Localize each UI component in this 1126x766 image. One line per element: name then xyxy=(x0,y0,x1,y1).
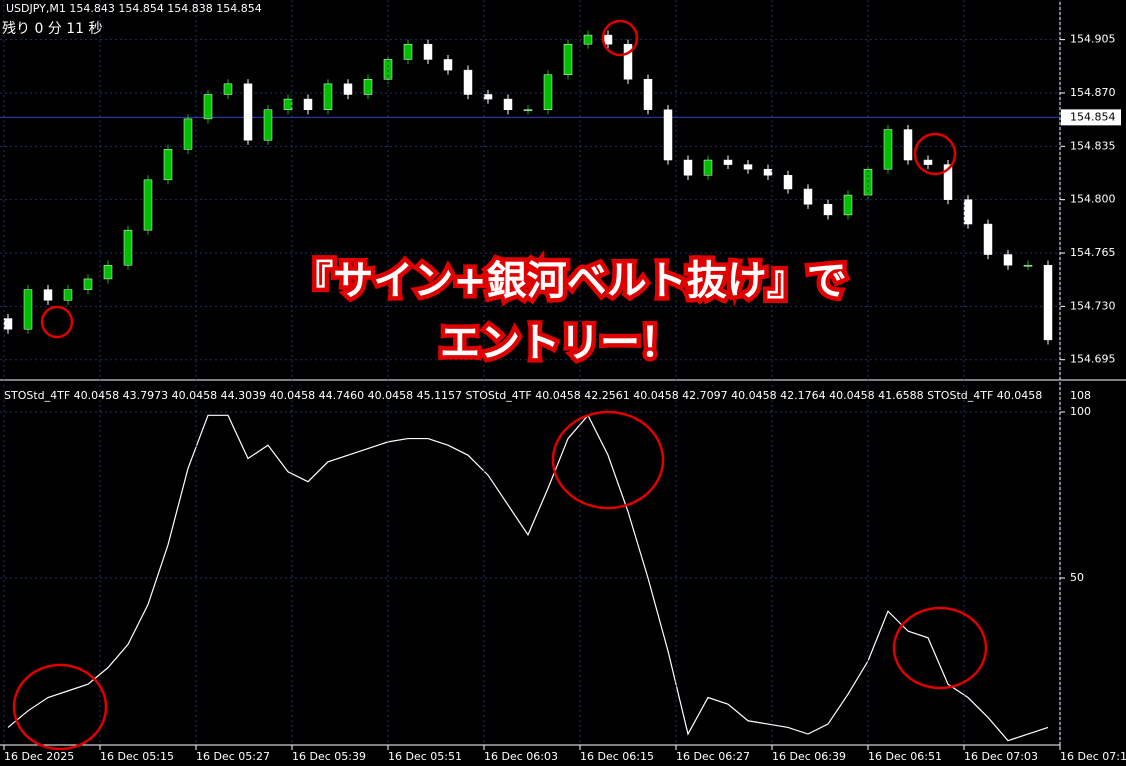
circle xyxy=(601,19,639,57)
chart-title: USDJPY,M1 154.843 154.854 154.838 154.85… xyxy=(6,2,262,15)
candle-body xyxy=(183,118,193,150)
candle-body xyxy=(63,289,73,301)
candle-body xyxy=(323,83,333,110)
candle-body xyxy=(23,289,33,330)
candle-body xyxy=(243,83,253,141)
candle-body xyxy=(263,109,273,141)
candle-body xyxy=(403,43,413,60)
candle-body xyxy=(703,159,713,176)
countdown: 残り 0 分 11 秒 xyxy=(2,21,103,37)
y-tick-label: 154.730 xyxy=(1070,299,1116,312)
annotation: エントリー！ xyxy=(440,320,680,366)
candle-body xyxy=(643,79,653,110)
candle-body xyxy=(563,43,573,75)
x-tick-label: 16 Dec 07:15 xyxy=(1060,750,1126,763)
y-tick-label: 154.695 xyxy=(1070,353,1116,366)
y-tick-label: 154.870 xyxy=(1070,86,1116,99)
candle-body xyxy=(3,318,13,330)
candle-body xyxy=(423,43,433,60)
candle-body xyxy=(623,43,633,80)
candle-body xyxy=(883,129,893,170)
candle-body xyxy=(83,278,93,290)
candle-body xyxy=(603,34,613,45)
x-tick-label: 16 Dec 06:03 xyxy=(484,750,558,763)
candle-body xyxy=(483,94,493,100)
y-tick-label: 100 xyxy=(1070,405,1091,418)
candle-body xyxy=(963,199,973,225)
x-tick-label: 16 Dec 05:27 xyxy=(196,750,270,763)
candle-body xyxy=(363,79,373,95)
candle-body xyxy=(583,34,593,45)
circle xyxy=(892,606,988,690)
candle-body xyxy=(683,159,693,176)
candle-body xyxy=(503,98,513,110)
indicator-title: STOStd_4TF 40.0458 43.7973 40.0458 44.30… xyxy=(4,389,1042,402)
y-tick-label: 154.765 xyxy=(1070,246,1116,259)
x-tick-label: 16 Dec 05:39 xyxy=(292,750,366,763)
candle-body xyxy=(163,149,173,181)
candle-body xyxy=(723,159,733,165)
candle-body xyxy=(923,159,933,165)
circle xyxy=(551,410,665,510)
candle-body xyxy=(983,223,993,255)
candle-body xyxy=(523,109,533,111)
candle-body xyxy=(443,59,453,71)
candle-body xyxy=(383,59,393,80)
x-tick-label: 16 Dec 06:27 xyxy=(676,750,750,763)
y-tick-label: 154.800 xyxy=(1070,193,1116,206)
candle-body xyxy=(743,164,753,170)
candle-body xyxy=(283,98,293,110)
candle-body xyxy=(903,129,913,161)
candle-body xyxy=(43,289,53,301)
candle-body xyxy=(803,188,813,205)
candle-body xyxy=(103,264,113,280)
x-tick-label: 16 Dec 2025 xyxy=(4,750,74,763)
candle-body xyxy=(303,98,313,110)
candle-body xyxy=(783,175,793,190)
candle-body xyxy=(223,83,233,95)
scale-label: 108 xyxy=(1070,389,1091,402)
candle-body xyxy=(543,74,553,110)
candle-body xyxy=(663,109,673,161)
x-tick-label: 16 Dec 07:03 xyxy=(964,750,1038,763)
candle-body xyxy=(143,179,153,231)
y-tick-label: 154.835 xyxy=(1070,139,1116,152)
candle-body xyxy=(463,69,473,95)
x-tick-label: 16 Dec 06:51 xyxy=(868,750,942,763)
x-tick-label: 16 Dec 05:15 xyxy=(100,750,174,763)
x-tick-label: 16 Dec 05:51 xyxy=(388,750,462,763)
candle-body xyxy=(763,168,773,176)
candle-body xyxy=(343,83,353,95)
price-label: 154.854 xyxy=(1070,110,1116,123)
candle-body xyxy=(843,194,853,216)
candle-body xyxy=(943,164,953,200)
circle xyxy=(40,305,74,339)
x-tick-label: 16 Dec 06:15 xyxy=(580,750,654,763)
candle-body xyxy=(203,94,213,120)
candle-body xyxy=(823,203,833,216)
candle-body xyxy=(1023,264,1033,267)
candle-body xyxy=(1043,264,1053,341)
signal-circles xyxy=(12,19,988,751)
oscillator-line xyxy=(7,414,1049,742)
circle xyxy=(913,132,957,176)
y-tick-label: 50 xyxy=(1070,571,1084,584)
candle-body xyxy=(123,229,133,266)
y-tick-label: 154.905 xyxy=(1070,33,1116,46)
candle-body xyxy=(1003,254,1013,266)
annotation: 『サイン+銀河ベルト抜け』で xyxy=(293,258,847,304)
x-tick-label: 16 Dec 06:39 xyxy=(772,750,846,763)
price-label-bg xyxy=(1061,109,1121,126)
circle xyxy=(12,663,108,751)
